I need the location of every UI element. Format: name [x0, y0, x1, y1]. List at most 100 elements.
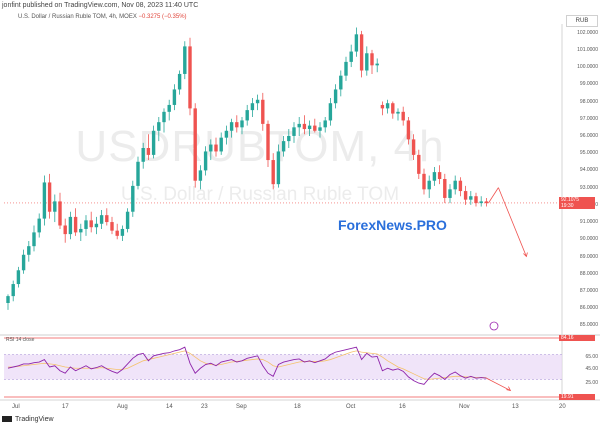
- time-tick-label: 23: [201, 404, 208, 410]
- candle-body: [292, 127, 296, 136]
- candle-body: [209, 144, 213, 152]
- rsi-forecast-arrowhead: [506, 386, 512, 392]
- candle-body: [125, 211, 130, 229]
- rsi-tick-45: 45.00: [585, 366, 598, 372]
- candle-body: [354, 34, 359, 52]
- candle-body: [89, 220, 93, 228]
- price-tick-label: 90.0000: [579, 236, 598, 243]
- candle-body: [437, 172, 442, 179]
- candle-body: [99, 215, 104, 224]
- candle-body: [344, 61, 348, 76]
- footer-logo-text: TradingView: [15, 416, 54, 423]
- candle-body: [110, 222, 114, 231]
- price-tick-label: 93.0000: [579, 184, 598, 191]
- current-price-badge: 92.1075 19:30: [559, 196, 595, 209]
- price-tick-label: 99.0000: [579, 81, 598, 88]
- candle-body: [359, 34, 364, 71]
- price-tick-label: 89.0000: [579, 253, 598, 260]
- candle-body: [27, 246, 31, 255]
- candle-body: [261, 99, 265, 124]
- candle-body: [349, 51, 353, 62]
- candle-body: [375, 63, 379, 66]
- candle-body: [401, 111, 405, 121]
- price-tick-label: 85.0000: [579, 322, 598, 329]
- publisher-header: jonfint published on TradingView.com, No…: [2, 2, 199, 9]
- candle-body: [474, 196, 478, 204]
- candle-body: [172, 89, 177, 105]
- price-tick-label: 96.0000: [579, 132, 598, 139]
- price-tick-label: 95.0000: [579, 150, 598, 157]
- candle-body: [370, 53, 374, 66]
- candle-body: [276, 151, 281, 185]
- candle-body: [422, 173, 426, 190]
- candle-body: [281, 141, 286, 152]
- candle-body: [323, 120, 327, 128]
- candle-body: [313, 125, 317, 131]
- price-tick-label: 88.0000: [579, 270, 598, 277]
- candle-body: [385, 103, 390, 109]
- symbol-title: U.S. Dollar / Russian Ruble TOM, 4h, MOE…: [18, 14, 187, 20]
- candle-body: [53, 201, 57, 212]
- price-tick-label: 101.0000: [577, 46, 598, 53]
- candle-body: [365, 53, 369, 71]
- forecast-arrowhead: [523, 252, 528, 258]
- forecast-line-down: [498, 187, 527, 257]
- candle-body: [463, 191, 468, 200]
- candle-body: [333, 89, 338, 104]
- footer: TradingView: [2, 416, 54, 423]
- price-tick-label: 87.0000: [579, 287, 598, 294]
- brand-watermark: ForexNews.PRO: [338, 217, 447, 233]
- candle-body: [266, 123, 270, 161]
- candle-body: [307, 125, 312, 130]
- candle-body: [214, 144, 218, 152]
- rsi-ma-line: [8, 350, 487, 380]
- currency-button[interactable]: RUB: [566, 15, 598, 27]
- time-tick-label: 14: [166, 404, 173, 410]
- forecast-line-up: [488, 187, 499, 204]
- candle-body: [396, 111, 400, 114]
- candle-body: [120, 228, 125, 236]
- candle-body: [339, 75, 343, 90]
- candle-body: [11, 284, 15, 297]
- candle-body: [443, 179, 447, 198]
- candle-body: [417, 154, 421, 174]
- candle-body: [151, 130, 156, 155]
- candle-body: [198, 170, 203, 181]
- candle-body: [136, 161, 140, 186]
- candle-body: [484, 201, 489, 204]
- tradingview-logo-icon: [2, 416, 12, 423]
- bar-countdown: 19:30: [561, 202, 574, 209]
- candle-body: [271, 160, 275, 185]
- candle-body: [224, 130, 229, 138]
- symbol-title-text: U.S. Dollar / Russian Ruble TOM, 4h, MOE…: [18, 14, 137, 20]
- candle-body: [47, 182, 52, 212]
- candle-body: [255, 99, 260, 104]
- rsi-lower-badge: 19.91: [559, 394, 595, 400]
- candle-body: [32, 232, 36, 247]
- candle-body: [479, 201, 483, 204]
- candle-body: [453, 180, 457, 190]
- candle-body: [406, 120, 411, 140]
- time-tick-label: 18: [294, 404, 301, 410]
- candle-body: [188, 46, 192, 109]
- candle-body: [427, 180, 431, 190]
- candle-body: [432, 172, 437, 181]
- candle-body: [63, 225, 67, 235]
- price-tick-label: 100.0000: [577, 64, 598, 71]
- candle-body: [167, 104, 171, 112]
- price-tick-label: 91.0000: [579, 219, 598, 226]
- candle-body: [302, 123, 307, 130]
- time-tick-label: 16: [399, 404, 406, 410]
- time-tick-label: 17: [62, 404, 69, 410]
- symbol-change: −0.3275 (−0.35%): [138, 14, 187, 20]
- price-tick-label: 97.0000: [579, 115, 598, 122]
- candle-body: [287, 135, 291, 142]
- price-tick-label: 94.0000: [579, 167, 598, 174]
- candle-body: [193, 108, 197, 181]
- candle-body: [73, 216, 78, 233]
- rsi-tick-65: 65.00: [585, 354, 598, 360]
- candle-body: [84, 220, 88, 229]
- rsi-tick-25: 25.00: [585, 380, 598, 386]
- candle-body: [328, 103, 333, 121]
